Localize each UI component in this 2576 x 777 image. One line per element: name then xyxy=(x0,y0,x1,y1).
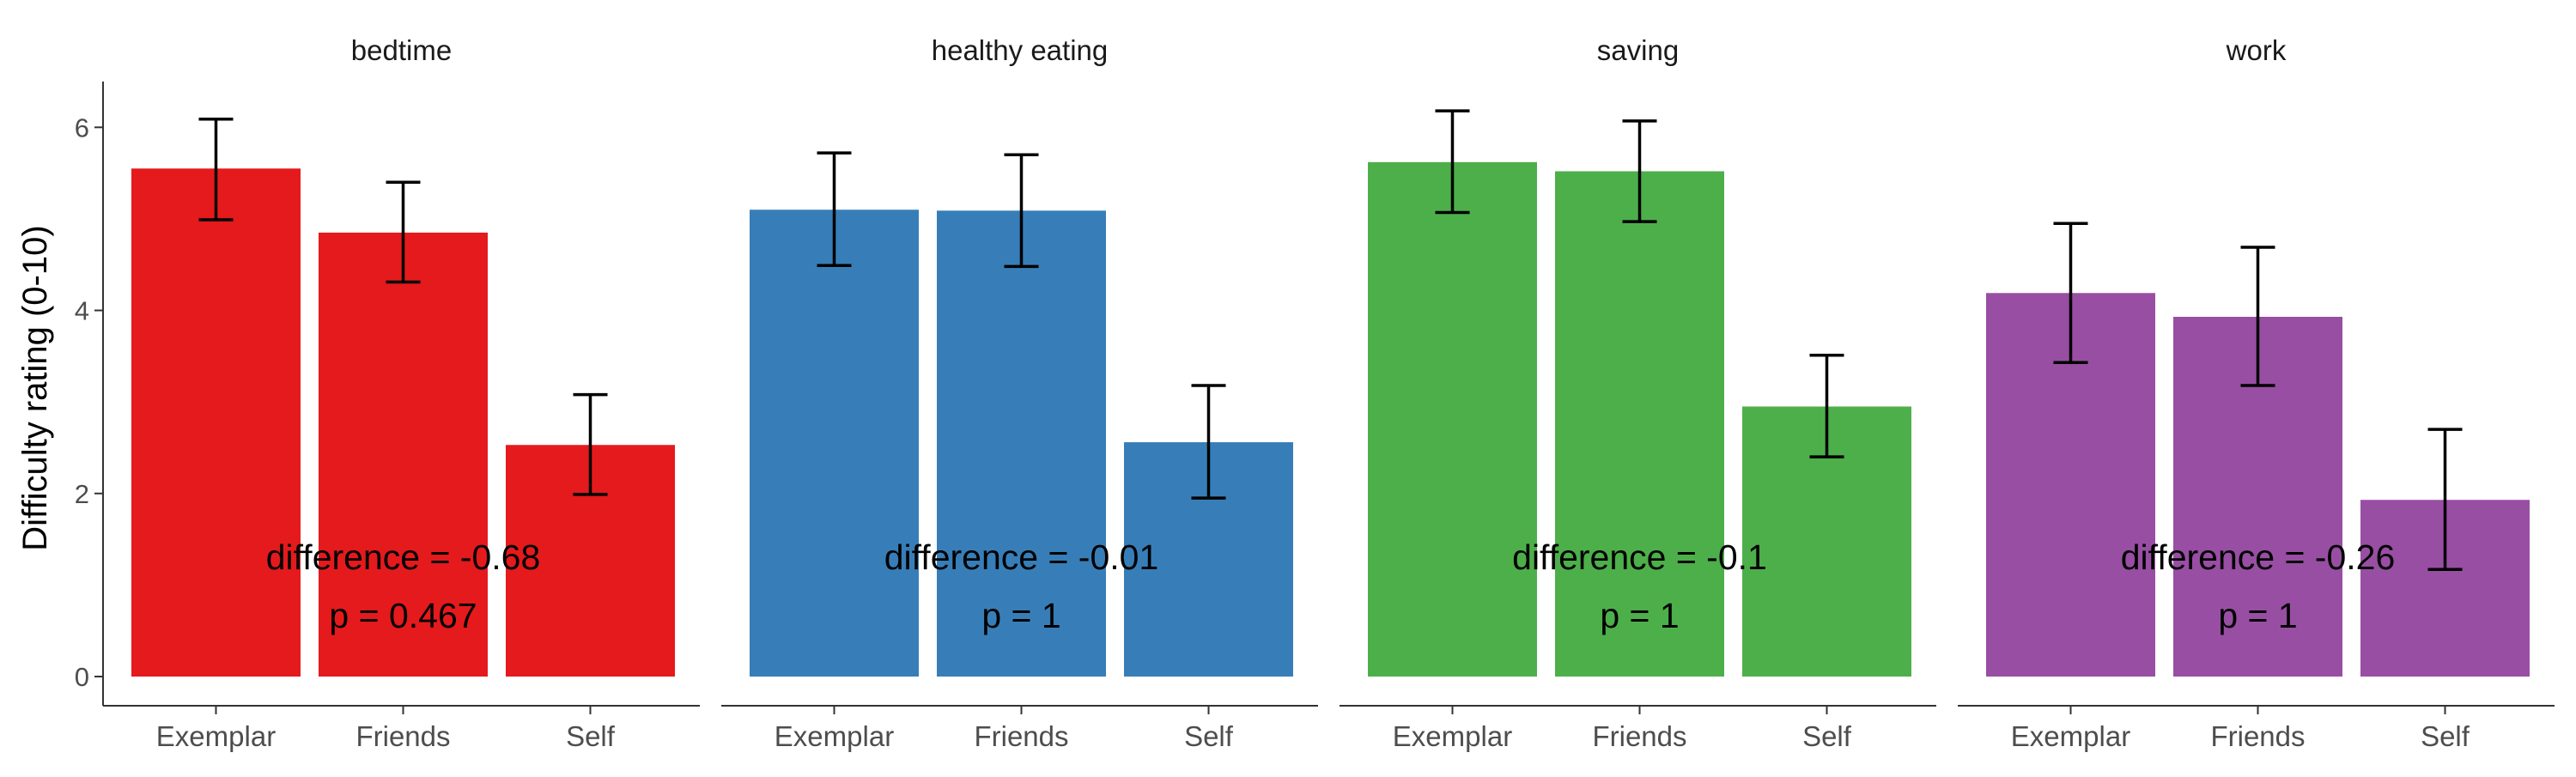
y-axis-title: Difficulty rating (0-10) xyxy=(16,225,54,550)
bar xyxy=(1555,171,1724,677)
difference-annotation: difference = -0.1 xyxy=(1512,537,1767,577)
y-tick-label: 6 xyxy=(75,112,89,143)
panel-title: saving xyxy=(1597,34,1679,66)
p-value-annotation: p = 1 xyxy=(2218,596,2297,635)
bar xyxy=(937,210,1106,677)
x-tick-label: Self xyxy=(566,720,616,752)
y-tick-label: 4 xyxy=(75,296,89,326)
x-tick-label: Friends xyxy=(1592,720,1686,752)
y-tick-label: 0 xyxy=(75,662,89,692)
panel-work: work Exemplar Friends Self difference = -0.2… xyxy=(1958,34,2555,752)
x-tick-label: Self xyxy=(1184,720,1234,752)
panel-saving: saving Exemplar Friends Self difference = -0… xyxy=(1340,34,1936,752)
panel-healthy-eating: healthy eating Exemplar Friends Self differe… xyxy=(721,34,1318,752)
x-tick-label: Friends xyxy=(355,720,450,752)
panel-title: healthy eating xyxy=(932,34,1109,66)
difference-annotation: difference = -0.01 xyxy=(884,537,1159,577)
panel-bedtime: bedtime Exemplar Friends Self difference = -… xyxy=(103,34,700,752)
y-tick-label: 2 xyxy=(75,479,89,509)
bar xyxy=(319,232,488,677)
p-value-annotation: p = 0.467 xyxy=(329,596,477,635)
p-value-annotation: p = 1 xyxy=(981,596,1060,635)
x-tick-label: Exemplar xyxy=(1393,720,1512,752)
x-tick-label: Friends xyxy=(974,720,1068,752)
x-tick-label: Friends xyxy=(2210,720,2305,752)
difference-annotation: difference = -0.68 xyxy=(266,537,541,577)
bar xyxy=(750,209,919,677)
panels-layer: 0 2 4 6 bedtime Exemplar Friends Self difference… xyxy=(75,34,2555,752)
x-tick-label: Exemplar xyxy=(2011,720,2130,752)
p-value-annotation: p = 1 xyxy=(1600,596,1679,635)
bar xyxy=(1368,161,1537,677)
x-tick-label: Exemplar xyxy=(156,720,276,752)
panel-title: bedtime xyxy=(351,34,452,66)
difference-annotation: difference = -0.26 xyxy=(2121,537,2396,577)
x-tick-label: Self xyxy=(2421,720,2470,752)
x-tick-label: Self xyxy=(1802,720,1852,752)
panel-title: work xyxy=(2226,34,2287,66)
x-tick-label: Exemplar xyxy=(775,720,894,752)
bar xyxy=(131,168,301,677)
